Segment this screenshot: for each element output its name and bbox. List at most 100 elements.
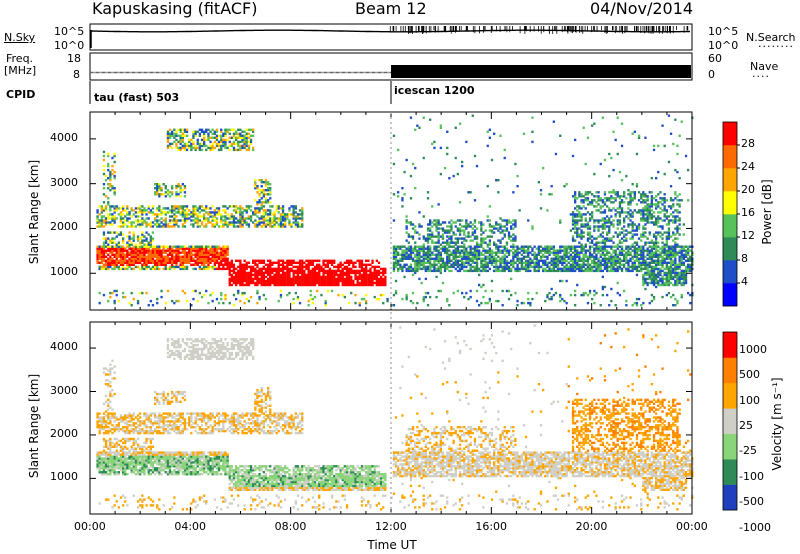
power-cell [245, 271, 248, 275]
power-cell [324, 281, 327, 285]
power-cell [147, 304, 150, 307]
power-cell [375, 279, 378, 283]
power-cell [580, 259, 583, 262]
power-cell [542, 247, 545, 250]
power-cell [608, 259, 611, 262]
power-cell [578, 263, 581, 266]
power-cell [437, 289, 440, 293]
power-cell [635, 251, 639, 254]
power-cell [252, 281, 255, 285]
power-cell [620, 259, 624, 262]
power-cell [411, 247, 415, 250]
power-cell [399, 247, 402, 250]
power-cell [151, 245, 155, 248]
power-cell [181, 134, 184, 137]
power-cell [510, 221, 513, 224]
power-cell [100, 255, 103, 258]
power-cell [230, 136, 233, 139]
power-cell [394, 279, 398, 283]
power-cell [586, 223, 590, 226]
power-cell [224, 215, 227, 218]
power-cell [458, 223, 462, 226]
power-cell [650, 215, 653, 218]
power-cell [458, 201, 462, 204]
power-cell [311, 275, 314, 279]
power-cell [567, 257, 570, 260]
power-cell [294, 291, 297, 295]
power-cell [262, 213, 265, 216]
power-cell [288, 291, 291, 295]
power-cell [586, 293, 590, 297]
power-cell [588, 225, 592, 228]
power-cell [130, 249, 133, 252]
power-cell [279, 289, 283, 293]
power-cell [603, 209, 607, 212]
power-cell [512, 255, 515, 258]
power-cell [631, 267, 634, 271]
power-cell [644, 235, 647, 238]
power-cell [569, 229, 572, 232]
power-cell [277, 265, 280, 269]
power-cell [537, 247, 540, 250]
power-cell [531, 297, 534, 301]
power-cell [593, 205, 596, 208]
power-cell [203, 213, 206, 216]
power-cell [597, 203, 600, 206]
power-cell [177, 265, 180, 269]
power-cell [644, 263, 647, 266]
power-cell [360, 273, 364, 277]
power-cell [576, 265, 579, 269]
power-cell [154, 247, 157, 250]
power-cell [612, 235, 615, 238]
power-cell [446, 251, 449, 254]
power-cell [595, 267, 598, 271]
power-cell [307, 277, 310, 281]
power-cell [209, 207, 212, 210]
power-cell [375, 273, 378, 277]
power-cell [646, 253, 649, 256]
power-cell [301, 215, 304, 218]
power-cell [620, 253, 624, 256]
power-cell [237, 221, 240, 224]
power-cell [478, 269, 481, 273]
power-cell [618, 261, 622, 264]
power-cell [431, 239, 434, 242]
power-cell [401, 187, 404, 190]
power-cell [145, 267, 148, 271]
power-cell [215, 259, 219, 262]
power-cell [119, 221, 123, 224]
power-cell [362, 279, 366, 283]
power-cell [213, 245, 216, 248]
power-cell [652, 275, 656, 279]
power-cell [463, 237, 466, 240]
power-cell [441, 221, 445, 224]
power-cell [164, 195, 167, 198]
power-cell [640, 267, 643, 271]
power-cell [313, 277, 317, 281]
power-cell [100, 211, 103, 214]
power-cell [655, 243, 658, 246]
power-cell [559, 267, 562, 271]
power-cell [220, 130, 223, 133]
power-cell [179, 148, 182, 152]
power-cell [548, 193, 551, 196]
power-cell [574, 261, 577, 264]
power-cell [258, 217, 261, 220]
power-cell [512, 191, 515, 194]
power-cell [275, 281, 278, 285]
power-cell [503, 267, 506, 271]
power-cell [473, 247, 477, 250]
power-cell [326, 281, 329, 285]
power-cell [642, 193, 645, 196]
power-cell [365, 267, 368, 271]
power-cell [264, 209, 268, 212]
power-cell [264, 271, 268, 275]
power-cell [531, 130, 534, 133]
power-cell [162, 251, 165, 254]
power-cell [252, 128, 255, 131]
power-cell [162, 249, 165, 252]
power-cell [335, 269, 338, 273]
power-cell [603, 219, 607, 222]
power-cell [640, 209, 643, 212]
power-cell [401, 269, 404, 273]
